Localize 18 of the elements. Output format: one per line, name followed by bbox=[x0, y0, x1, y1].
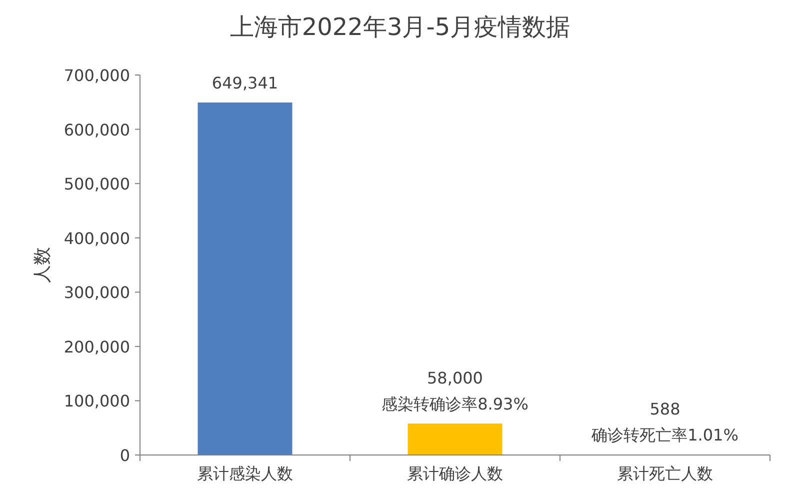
data-label: 649,341 bbox=[212, 74, 278, 92]
y-tick-label: 700,000 bbox=[64, 66, 130, 85]
data-label: 58,000 bbox=[427, 368, 483, 388]
x-tick-label: 累计死亡人数 bbox=[617, 464, 713, 483]
y-tick-label: 500,000 bbox=[64, 174, 130, 194]
y-axis-title: 人数 bbox=[32, 247, 53, 283]
y-tick-label: 300,000 bbox=[64, 283, 130, 302]
annotation: 感染转确诊率8.93% bbox=[382, 394, 528, 414]
x-tick-label: 累计感染人数 bbox=[197, 464, 293, 483]
y-tick-label: 0 bbox=[120, 446, 130, 465]
y-tick-label: 100,000 bbox=[64, 392, 130, 411]
y-tick-label: 400,000 bbox=[64, 228, 130, 248]
annotation: 确诊转死亡率1.01% bbox=[590, 426, 738, 445]
y-tick-label: 200,000 bbox=[64, 337, 130, 356]
chart-title: 上海市2022年3月-5月疫情数据 bbox=[230, 13, 570, 41]
x-tick-label: 累计确诊人数 bbox=[407, 464, 503, 483]
data-label: 588 bbox=[650, 400, 680, 419]
y-tick-label: 600,000 bbox=[64, 120, 130, 140]
